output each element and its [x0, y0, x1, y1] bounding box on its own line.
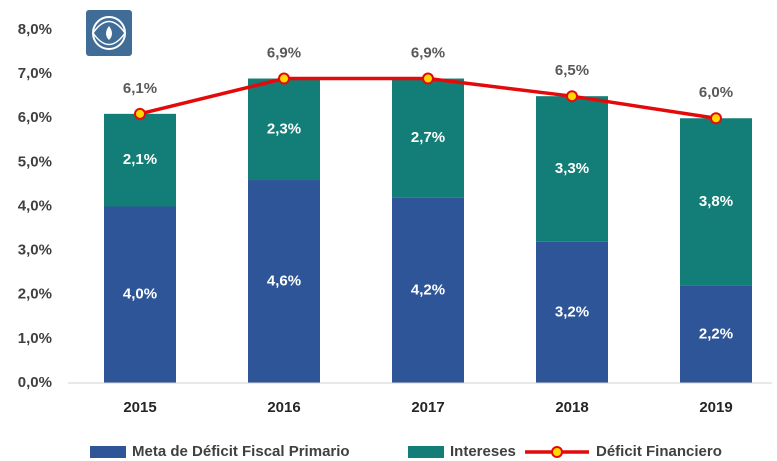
y-tick-label: 6,0%: [18, 109, 52, 126]
bar-segment: [392, 78, 464, 198]
y-tick-label: 7,0%: [18, 65, 52, 82]
legend-swatch: [90, 446, 126, 458]
bar-value-label: 2,7%: [411, 129, 445, 146]
y-tick-label: 5,0%: [18, 153, 52, 170]
x-tick-label: 2016: [267, 399, 300, 416]
bar-segment: [392, 197, 464, 383]
bar-segment: [248, 78, 320, 181]
bar-segment: [680, 118, 752, 286]
bar-segment: [536, 96, 608, 242]
line-marker: [710, 112, 722, 125]
line-value-label: 6,5%: [555, 62, 589, 79]
legend-swatch: [408, 446, 444, 458]
y-tick-label: 0,0%: [18, 374, 52, 391]
bar-segment: [104, 113, 176, 207]
y-tick-label: 1,0%: [18, 330, 52, 347]
line-value-label: 6,0%: [699, 84, 733, 101]
bar-value-label: 3,8%: [699, 193, 733, 210]
legend-marker: [551, 446, 563, 458]
bar-value-label: 2,2%: [699, 325, 733, 342]
legend-label: Meta de Déficit Fiscal Primario: [132, 443, 350, 460]
y-tick-label: 3,0%: [18, 242, 52, 259]
bar-segment: [104, 206, 176, 383]
bar-value-label: 2,3%: [267, 120, 301, 137]
y-tick-label: 8,0%: [18, 21, 52, 38]
logo: [86, 10, 132, 56]
bar-segment: [680, 285, 752, 383]
bar-segment: [248, 180, 320, 383]
y-tick-label: 2,0%: [18, 286, 52, 303]
legend-label: Intereses: [450, 443, 516, 460]
bar-value-label: 3,2%: [555, 303, 589, 320]
line-value-label: 6,9%: [267, 45, 301, 62]
bar-value-label: 4,2%: [411, 281, 445, 298]
line-value-label: 6,9%: [411, 45, 445, 62]
line-marker: [134, 107, 146, 120]
bar-value-label: 4,0%: [123, 286, 157, 303]
x-tick-label: 2017: [411, 399, 444, 416]
legend-label: Déficit Financiero: [596, 443, 722, 460]
line-marker: [422, 72, 434, 85]
bar-value-label: 3,3%: [555, 160, 589, 177]
line-value-label: 6,1%: [123, 80, 157, 97]
x-tick-label: 2019: [699, 399, 732, 416]
x-tick-label: 2015: [123, 399, 156, 416]
bar-value-label: 2,1%: [123, 151, 157, 168]
bar-segment: [536, 241, 608, 383]
line-marker: [278, 72, 290, 85]
x-tick-label: 2018: [555, 399, 588, 416]
y-tick-label: 4,0%: [18, 197, 52, 214]
bar-value-label: 4,6%: [267, 272, 301, 289]
line-marker: [566, 90, 578, 103]
